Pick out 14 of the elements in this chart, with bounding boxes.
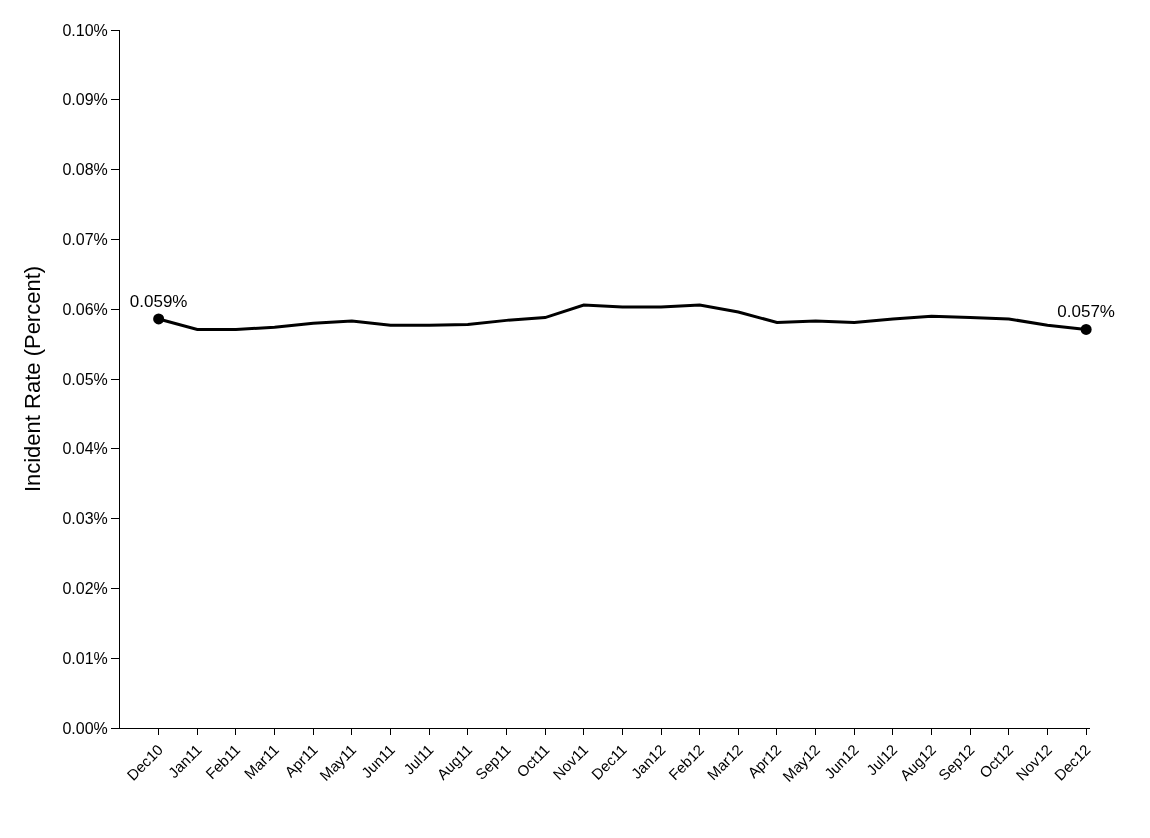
y-tick-label: 0.01% [62, 649, 108, 667]
y-tick-label: 0.10% [62, 21, 108, 39]
y-tick-label: 0.03% [62, 510, 108, 528]
y-tick-label: 0.06% [62, 300, 108, 318]
y-tick-label: 0.07% [62, 231, 108, 248]
y-tick-label: 0.05% [62, 370, 108, 388]
y-tick-label: 0.08% [62, 161, 108, 179]
y-tick-label: 0.02% [62, 580, 108, 597]
data-label: 0.059% [129, 291, 188, 311]
y-tick-label: 0.09% [62, 91, 108, 109]
y-tick-label: 0.00% [62, 719, 108, 737]
y-axis-title: Incident Rate (Percent) [20, 265, 46, 493]
data-label: 0.057% [1057, 302, 1115, 322]
y-tick-label: 0.04% [62, 440, 108, 458]
